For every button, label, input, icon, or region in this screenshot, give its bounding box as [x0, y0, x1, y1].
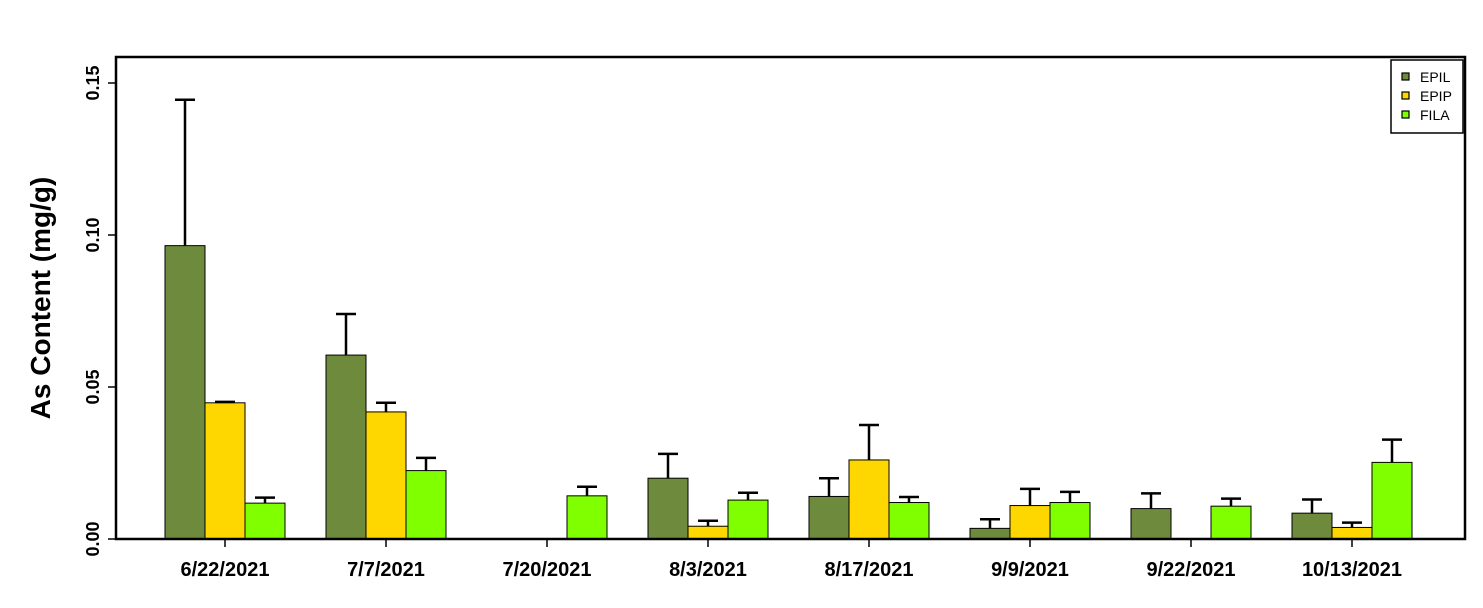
bar-fila: [244, 502, 286, 540]
legend: EPIL EPIP FILA: [1390, 59, 1464, 134]
legend-label-epip: EPIP: [1420, 88, 1452, 104]
bar-fila: [1371, 461, 1413, 540]
y-tick-label: 0.05: [83, 369, 103, 404]
bar-epil: [325, 354, 367, 540]
bar-fila: [1049, 502, 1091, 540]
bar-fila: [405, 470, 447, 540]
bar-epip: [1331, 526, 1373, 540]
legend-label-fila: FILA: [1420, 107, 1450, 123]
bar-epil: [1130, 508, 1172, 540]
x-tick-label: 9/22/2021: [1147, 559, 1236, 581]
bar-epil: [164, 245, 206, 540]
y-tick-label: 0.00: [83, 521, 103, 556]
y-tick-label: 0.10: [83, 217, 103, 252]
bar-epip: [204, 402, 246, 540]
bar-epil: [808, 495, 850, 540]
legend-swatch-fila: [1401, 110, 1410, 119]
legend-label-epil: EPIL: [1420, 69, 1451, 85]
x-tick-label: 9/9/2021: [991, 559, 1069, 581]
bar-epil: [969, 527, 1011, 540]
bar-epip: [848, 459, 890, 540]
legend-swatch-epil: [1401, 72, 1410, 81]
x-tick-label: 6/22/2021: [181, 559, 270, 581]
bars-layer: [164, 245, 1413, 540]
x-tick-label: 7/7/2021: [347, 559, 425, 581]
bar-fila: [566, 495, 608, 540]
bar-fila: [888, 502, 930, 540]
plot-frame: [114, 55, 1467, 541]
bar-epip: [1009, 505, 1051, 540]
bar-epil: [647, 477, 689, 540]
bar-fila: [727, 499, 769, 540]
x-tick-label: 8/17/2021: [825, 559, 914, 581]
bar-fila: [1210, 505, 1252, 540]
x-axis: 6/22/2021 7/7/2021 7/20/2021 8/3/2021 8/17/2…: [181, 539, 1402, 581]
error-bars-layer: [175, 98, 1402, 529]
y-tick-label: 0.15: [83, 65, 103, 100]
bar-epil: [1291, 512, 1333, 540]
x-tick-label: 8/3/2021: [669, 559, 747, 581]
bar-epip: [365, 411, 407, 540]
legend-swatch-epip: [1401, 91, 1410, 100]
x-tick-label: 7/20/2021: [503, 559, 592, 581]
y-axis-label: As Content (mg/g): [25, 177, 56, 420]
bar-epip: [687, 525, 729, 540]
y-axis: 0.00 0.05 0.10 0.15: [83, 65, 116, 557]
x-tick-label: 10/13/2021: [1302, 559, 1402, 581]
